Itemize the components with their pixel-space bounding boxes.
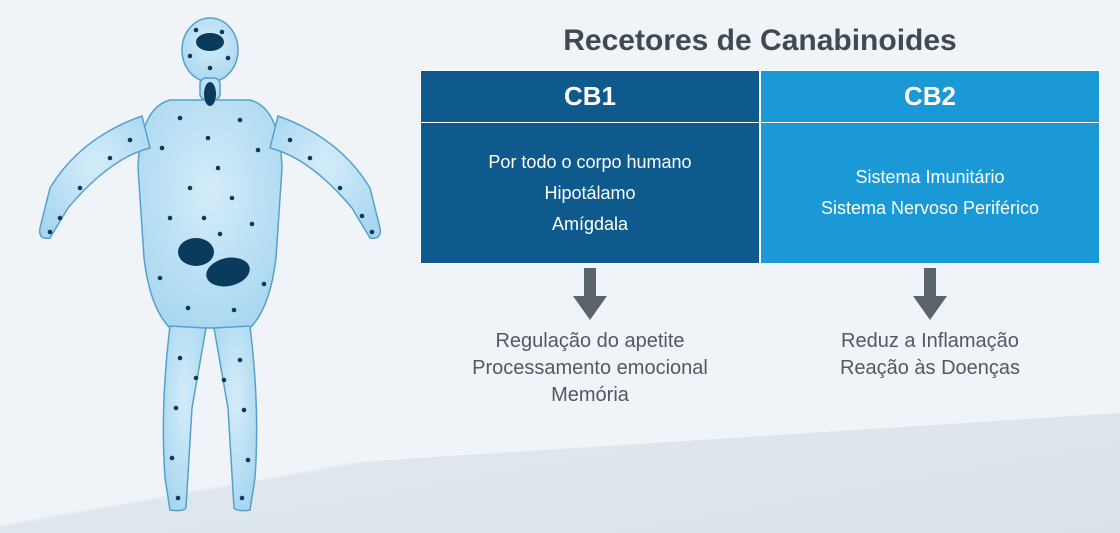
arrow-down-icon	[913, 268, 947, 320]
arrow-cb2	[760, 268, 1100, 320]
column-body-cb2: Sistema Imunitário Sistema Nervoso Perif…	[761, 123, 1099, 263]
column-header-cb2: CB2	[761, 71, 1099, 123]
arrow-row	[420, 268, 1100, 320]
cb1-body-item: Amígdala	[552, 214, 628, 235]
effects-cb1: Regulação do apetite Processamento emoci…	[420, 330, 760, 407]
column-cb1: CB1 Por todo o corpo humano Hipotálamo A…	[420, 70, 760, 264]
receptor-table: CB1 Por todo o corpo humano Hipotálamo A…	[420, 70, 1100, 264]
cb2-body-item: Sistema Nervoso Periférico	[821, 198, 1039, 219]
infographic-title: Recetores de Canabinoides	[420, 24, 1100, 58]
cb2-effect: Reduz a Inflamação	[841, 330, 1019, 353]
column-cb2: CB2 Sistema Imunitário Sistema Nervoso P…	[760, 70, 1100, 264]
cb1-body-item: Hipotálamo	[544, 183, 635, 204]
column-body-cb1: Por todo o corpo humano Hipotálamo Amígd…	[421, 123, 759, 263]
cb2-body-item: Sistema Imunitário	[855, 167, 1004, 188]
cb1-effect: Regulação do apetite	[495, 330, 684, 353]
arrow-down-icon	[573, 268, 607, 320]
cb1-effect: Memória	[551, 384, 629, 407]
arrow-cb1	[420, 268, 760, 320]
cb2-effect: Reação às Doenças	[840, 357, 1020, 380]
cb1-body-item: Por todo o corpo humano	[488, 152, 691, 173]
cb1-effect: Processamento emocional	[472, 357, 708, 380]
human-body-figure	[20, 8, 400, 518]
effects-row: Regulação do apetite Processamento emoci…	[420, 330, 1100, 407]
column-header-cb1: CB1	[421, 71, 759, 123]
effects-cb2: Reduz a Inflamação Reação às Doenças	[760, 330, 1100, 407]
